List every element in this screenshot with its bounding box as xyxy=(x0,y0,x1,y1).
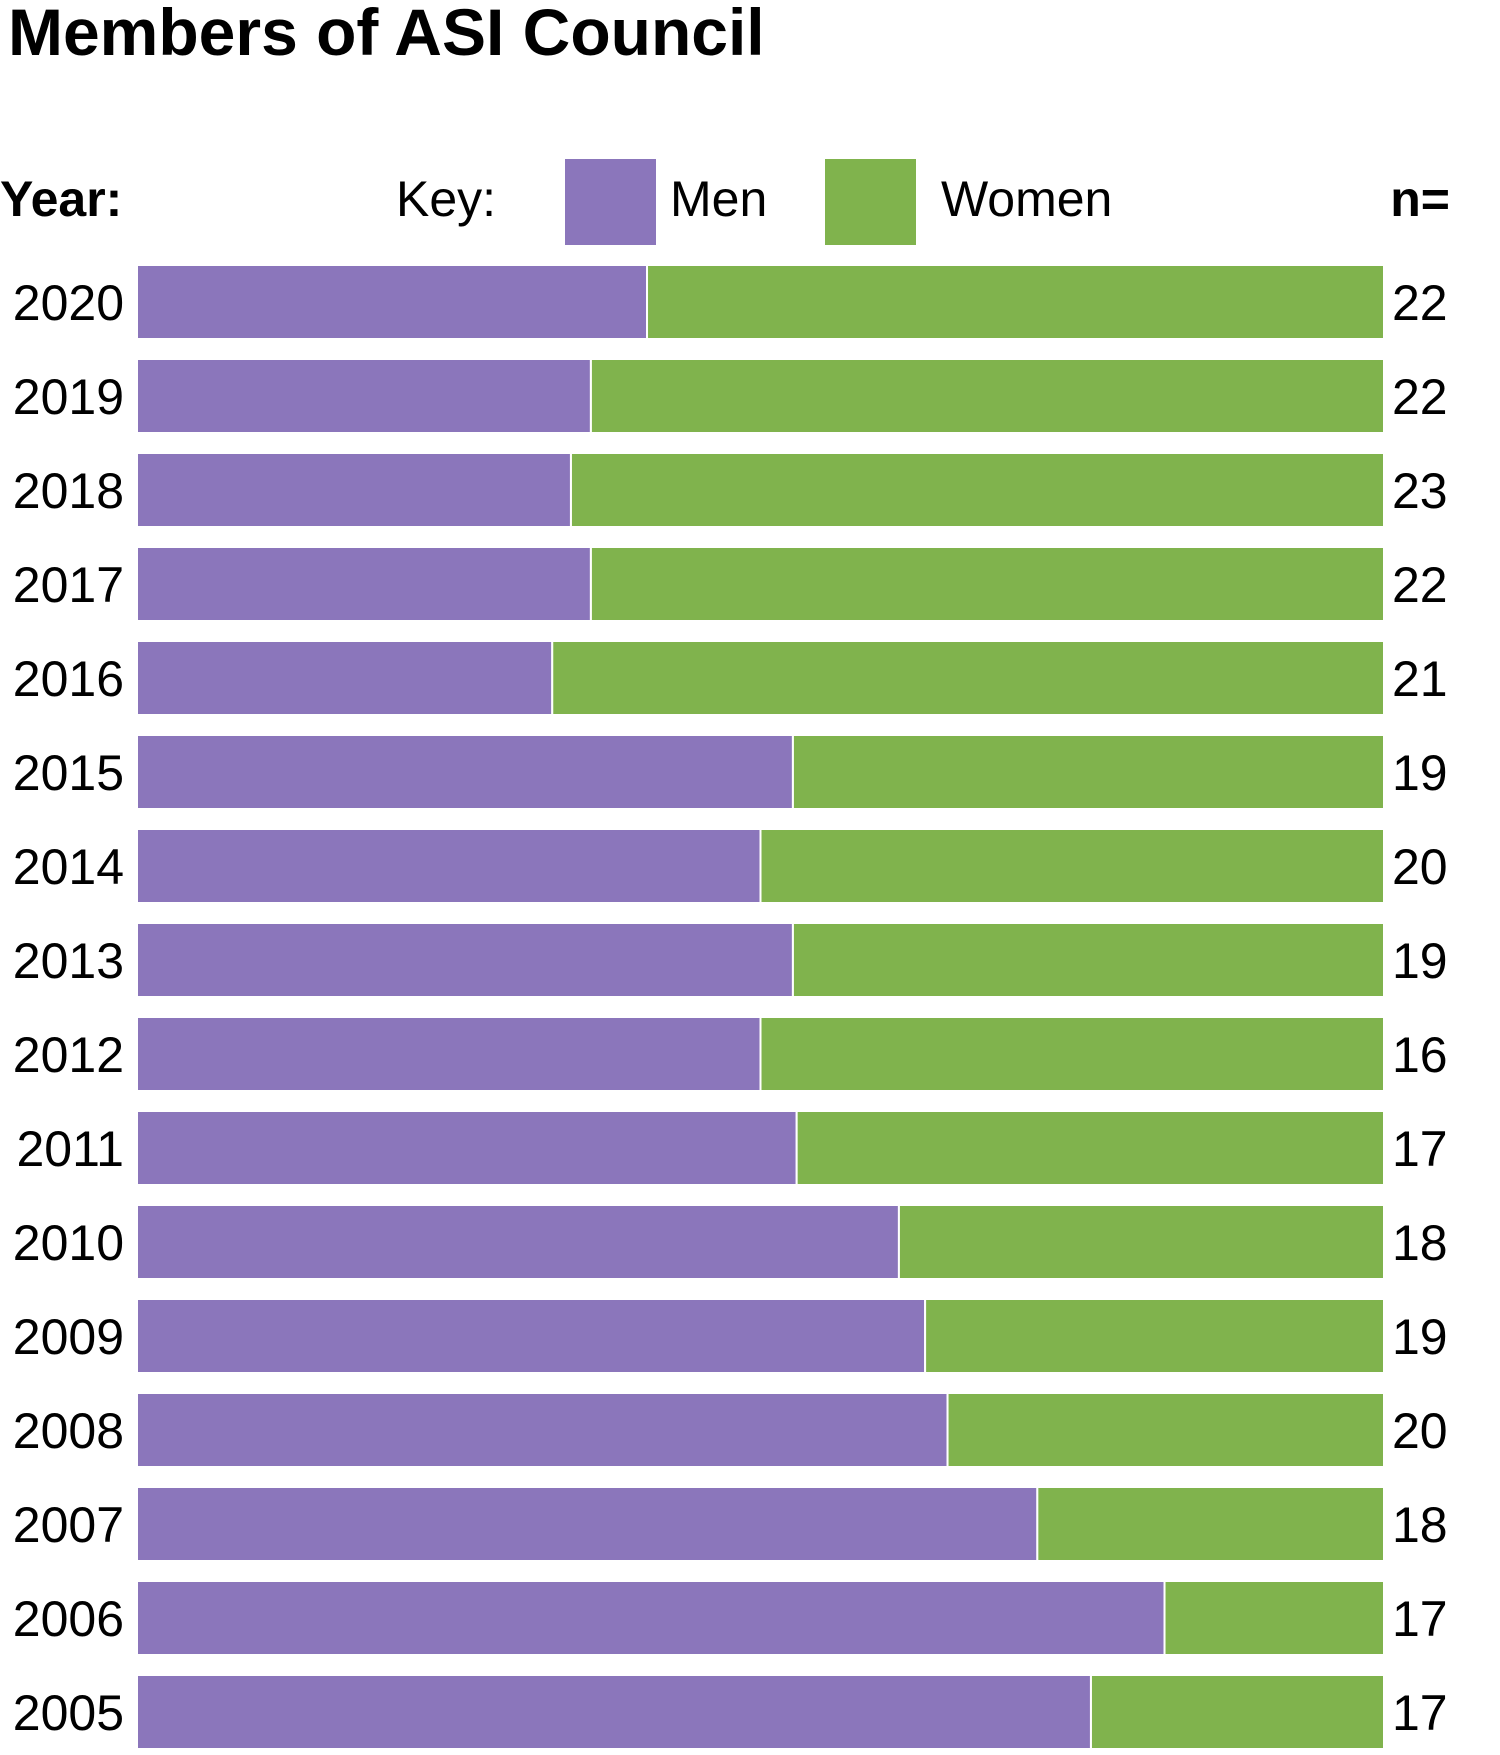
bar-segment-women xyxy=(759,828,1385,904)
bar-segment-women xyxy=(759,1016,1385,1092)
n-label: 18 xyxy=(1392,1215,1448,1271)
year-label: 2008 xyxy=(13,1403,124,1459)
bar-segment-women xyxy=(897,1204,1385,1280)
legend-swatch-women xyxy=(825,159,916,245)
year-label: 2010 xyxy=(13,1215,124,1271)
bar-segment-men xyxy=(136,1580,1166,1656)
legend-label-women: Women xyxy=(941,171,1112,227)
n-label: 21 xyxy=(1392,651,1448,707)
bar-segment-men xyxy=(136,452,572,528)
n-label: 20 xyxy=(1392,1403,1448,1459)
bar-segment-women xyxy=(589,546,1385,622)
chart-title: Members of ASI Council xyxy=(8,0,765,69)
bar-segment-men xyxy=(136,734,794,810)
legend-swatch-men xyxy=(565,159,656,245)
n-label: 22 xyxy=(1392,369,1448,425)
bar-segment-men xyxy=(136,1110,798,1186)
bar-segment-men xyxy=(136,264,649,340)
year-label: 2015 xyxy=(13,745,124,801)
year-header: Year: xyxy=(0,171,122,227)
n-label: 17 xyxy=(1392,1685,1448,1741)
bar-segment-women xyxy=(1036,1486,1385,1562)
year-label: 2011 xyxy=(16,1121,124,1177)
bar-segment-women xyxy=(795,1110,1385,1186)
year-label: 2020 xyxy=(13,275,124,331)
year-label: 2014 xyxy=(13,839,124,895)
year-label: 2018 xyxy=(13,463,124,519)
bar-segment-women xyxy=(569,452,1385,528)
bar-segment-women xyxy=(646,264,1385,340)
bar-segment-men xyxy=(136,1298,927,1374)
bar-segment-men xyxy=(136,1204,900,1280)
n-label: 16 xyxy=(1392,1027,1448,1083)
bar-segment-men xyxy=(136,640,554,716)
year-label: 2007 xyxy=(13,1497,124,1553)
bar-segment-men xyxy=(136,1486,1039,1562)
n-label: 18 xyxy=(1392,1497,1448,1553)
n-label: 22 xyxy=(1392,275,1448,331)
year-label: 2016 xyxy=(13,651,124,707)
legend-label-men: Men xyxy=(670,171,767,227)
n-label: 22 xyxy=(1392,557,1448,613)
bar-segment-men xyxy=(136,546,592,622)
bar-segment-women xyxy=(551,640,1385,716)
year-label: 2009 xyxy=(13,1309,124,1365)
n-label: 19 xyxy=(1392,745,1448,801)
year-label: 2013 xyxy=(13,933,124,989)
n-label: 17 xyxy=(1392,1121,1448,1177)
bar-segment-women xyxy=(924,1298,1385,1374)
bar-segment-men xyxy=(136,1392,949,1468)
year-label: 2005 xyxy=(13,1685,124,1741)
n-label: 19 xyxy=(1392,1309,1448,1365)
bar-segment-men xyxy=(136,1674,1092,1750)
n-label: 19 xyxy=(1392,933,1448,989)
n-label: 23 xyxy=(1392,463,1448,519)
year-label: 2019 xyxy=(13,369,124,425)
bar-segment-women xyxy=(946,1392,1385,1468)
n-label: 17 xyxy=(1392,1591,1448,1647)
bar-segment-women xyxy=(791,922,1385,998)
bar-segment-men xyxy=(136,922,794,998)
bar-segment-women xyxy=(589,358,1385,434)
year-label: 2012 xyxy=(13,1027,124,1083)
year-label: 2006 xyxy=(13,1591,124,1647)
n-label: 20 xyxy=(1392,839,1448,895)
bar-segment-women xyxy=(1163,1580,1385,1656)
bar-segment-men xyxy=(136,1016,762,1092)
bar-segment-men xyxy=(136,358,592,434)
bar-segment-men xyxy=(136,828,762,904)
n-header: n= xyxy=(1390,171,1450,227)
legend-key-label: Key: xyxy=(396,171,496,227)
year-label: 2017 xyxy=(13,557,124,613)
bar-segment-women xyxy=(1089,1674,1385,1750)
bar-segment-women xyxy=(791,734,1385,810)
